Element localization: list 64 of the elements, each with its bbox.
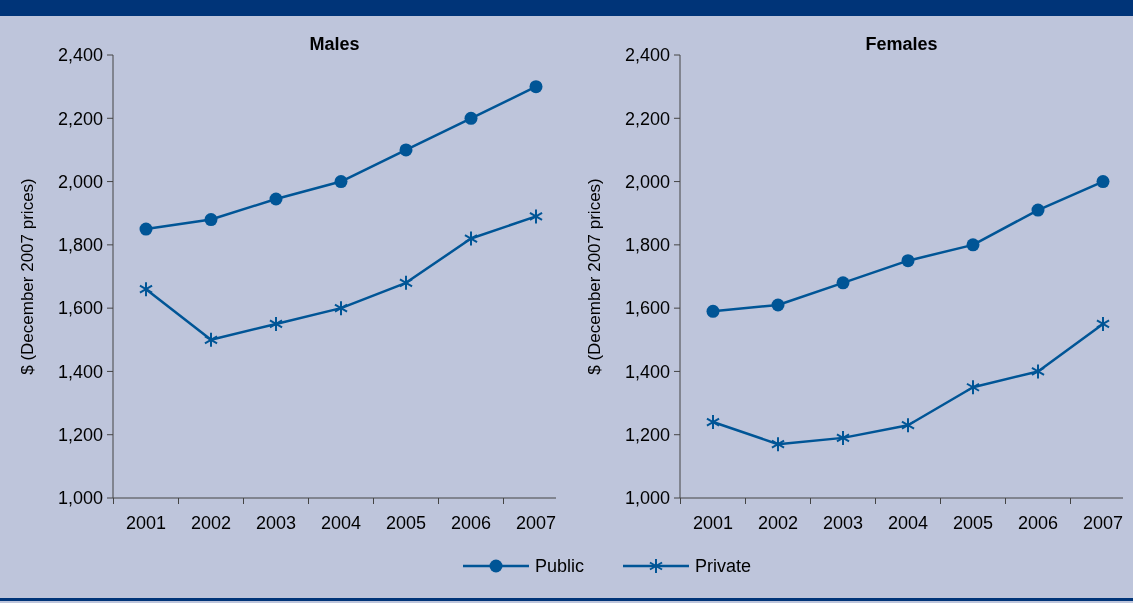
point	[203, 331, 219, 348]
point	[268, 315, 284, 332]
point	[399, 143, 413, 157]
point	[706, 304, 720, 318]
point	[529, 80, 543, 94]
point	[836, 276, 850, 290]
y-tick-label: 2,400	[57, 45, 103, 66]
x-tick-label: 2007	[1082, 513, 1124, 533]
y-tick-label: 2,000	[57, 171, 103, 192]
point	[139, 222, 153, 236]
point	[204, 213, 218, 227]
point	[528, 208, 544, 225]
point	[966, 238, 980, 252]
point	[333, 300, 349, 317]
point	[835, 429, 851, 446]
point	[334, 175, 348, 189]
y-axis-title: $ (December 2007 prices)	[585, 178, 604, 375]
y-tick-label: 1,200	[624, 425, 670, 446]
point	[770, 436, 786, 453]
point	[398, 274, 414, 291]
y-tick-label: 2,000	[624, 171, 670, 192]
y-tick-label: 2,400	[624, 45, 670, 66]
y-tick-label: 2,200	[624, 108, 670, 129]
y-tick-label: 1,400	[57, 361, 103, 382]
point	[965, 379, 981, 396]
point	[705, 414, 721, 431]
y-tick-label: 1,800	[624, 235, 670, 256]
x-tick-label: 2003	[822, 513, 864, 533]
legend-label: Public	[535, 556, 585, 577]
point	[1030, 363, 1046, 380]
chart-title: Males	[309, 34, 360, 54]
point	[269, 192, 283, 206]
point	[463, 230, 479, 247]
x-tick-label: 2003	[255, 513, 297, 533]
chart-title: Females	[865, 34, 938, 54]
y-tick-label: 1,000	[57, 488, 103, 509]
y-tick-label: 1,800	[57, 235, 103, 256]
x-tick-label: 2002	[757, 513, 799, 533]
y-tick-label: 1,200	[57, 425, 103, 446]
x-tick-label: 2004	[320, 513, 362, 533]
point	[900, 417, 916, 434]
point	[771, 298, 785, 312]
point	[1031, 203, 1045, 217]
x-tick-label: 2005	[952, 513, 994, 533]
x-tick-label: 2001	[125, 513, 167, 533]
y-tick-label: 1,600	[57, 298, 103, 319]
point	[1096, 175, 1110, 189]
x-tick-label: 2005	[385, 513, 427, 533]
legend-label: Private	[695, 556, 752, 577]
x-tick-label: 2002	[190, 513, 232, 533]
x-tick-label: 2004	[887, 513, 929, 533]
y-tick-label: 1,400	[624, 361, 670, 382]
point	[138, 281, 154, 298]
point	[901, 254, 915, 268]
x-tick-label: 2007	[515, 513, 557, 533]
y-tick-label: 1,600	[624, 298, 670, 319]
x-tick-label: 2001	[692, 513, 734, 533]
x-tick-label: 2006	[1017, 513, 1059, 533]
point	[1095, 315, 1111, 332]
y-axis-title: $ (December 2007 prices)	[18, 178, 37, 375]
y-tick-label: 1,000	[624, 488, 670, 509]
point	[464, 111, 478, 125]
y-tick-label: 2,200	[57, 108, 103, 129]
x-tick-label: 2006	[450, 513, 492, 533]
